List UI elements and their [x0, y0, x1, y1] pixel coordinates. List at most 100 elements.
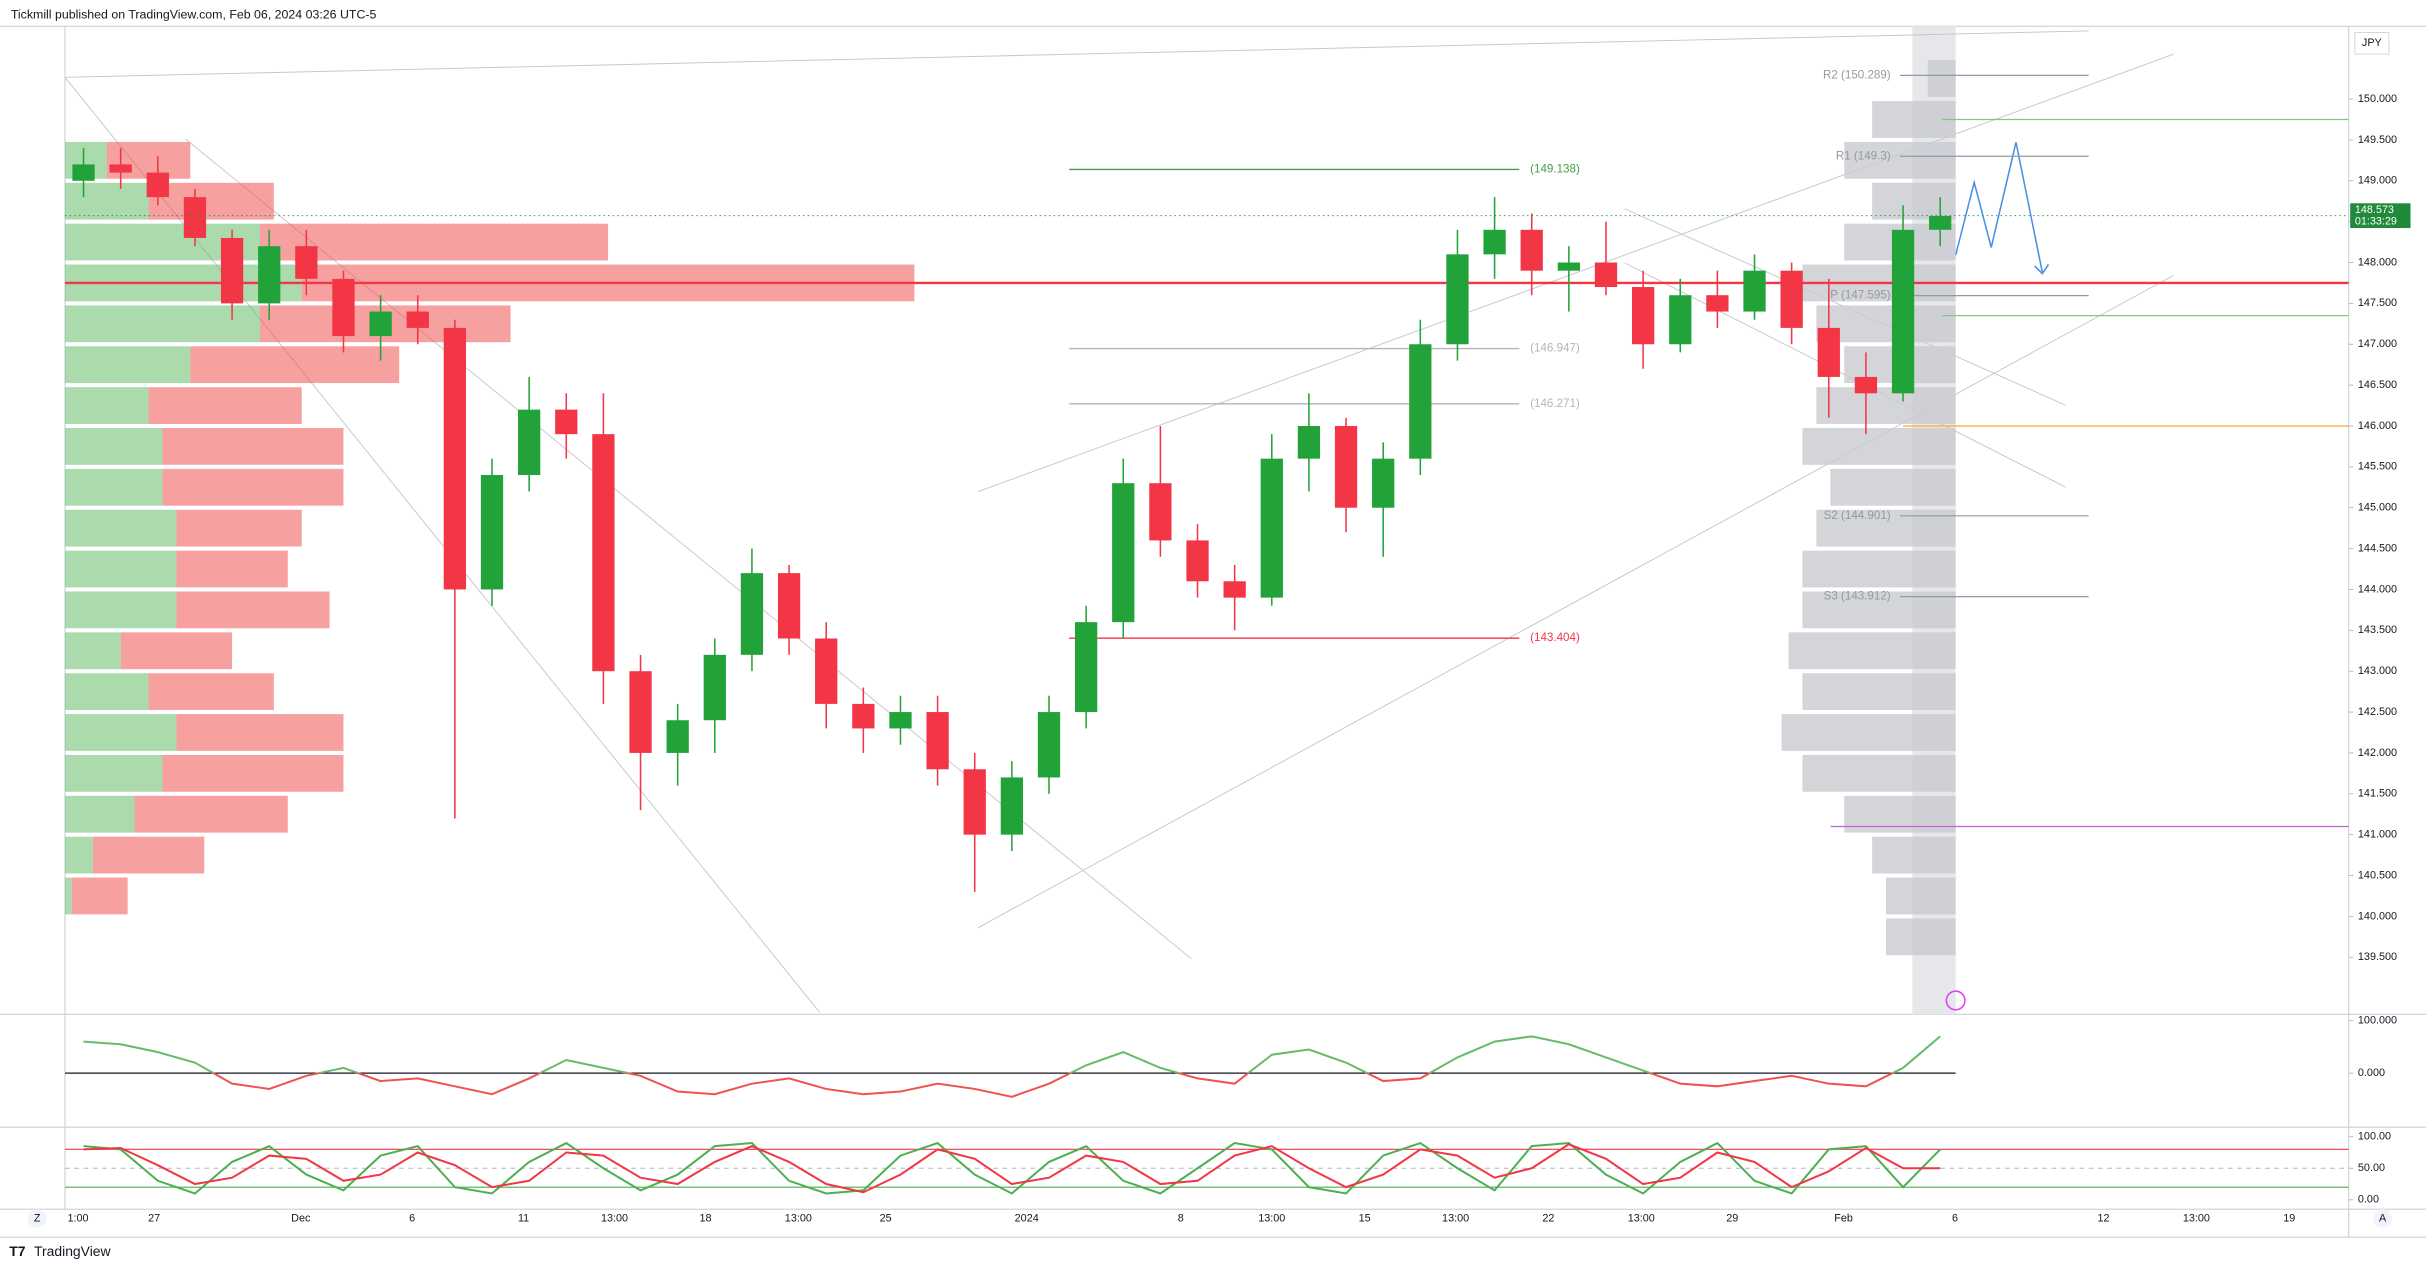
trend-line — [977, 53, 2174, 493]
plot-layer: 139.500 140.000 140.500 141.000 141.500 142.0… — [64, 60, 2411, 1224]
x-tick-label: 13:00 — [1258, 1212, 1285, 1224]
currency: JPY — [2362, 37, 2382, 49]
currency-box — [2354, 32, 2390, 55]
profile-sell — [92, 836, 205, 874]
profile-buy — [64, 387, 149, 424]
projection-path — [1954, 142, 2044, 273]
y-tick-label: 140.000 — [2358, 910, 2397, 922]
candle-body — [703, 654, 726, 721]
x-tick-label: Feb — [1834, 1212, 1853, 1224]
profile-sell — [190, 346, 400, 384]
candle-body — [72, 164, 95, 181]
y-tick-label: 100.00 — [2358, 1131, 2391, 1143]
x-tick-label: 22 — [1542, 1212, 1554, 1224]
y-tick-label: 144.000 — [2358, 583, 2397, 595]
trend-line — [64, 30, 2089, 78]
auto-button[interactable] — [2373, 1209, 2392, 1228]
candle-body — [629, 671, 652, 753]
candle-body — [332, 278, 355, 337]
session-profile-bar — [1927, 60, 1956, 97]
session-profile-bar — [1802, 673, 1956, 711]
candle-body — [295, 246, 318, 279]
candle-body — [1631, 287, 1655, 345]
profile-buy — [64, 836, 93, 874]
candle-body — [1557, 262, 1580, 271]
candle-body — [777, 573, 801, 639]
y-tick-label: 147.000 — [2358, 338, 2397, 350]
y-tick-label: 142.000 — [2358, 747, 2397, 759]
x-tick-label: 6 — [1952, 1212, 1958, 1224]
candle-body — [592, 434, 615, 672]
y-tick-label: 147.500 — [2358, 297, 2397, 309]
candle-body — [1223, 581, 1246, 598]
x-tick-label: 13:00 — [1628, 1212, 1655, 1224]
y-tick-label: 143.000 — [2358, 665, 2397, 677]
candle-body — [1854, 376, 1878, 394]
pivot-label: R2 (150.289) — [1823, 68, 1891, 81]
scale-button-label[interactable]: Z — [34, 1212, 41, 1224]
candle-body — [1149, 483, 1172, 541]
candle-body — [1372, 458, 1395, 508]
pivot-label: R1 (149.3) — [1836, 149, 1891, 162]
profile-buy — [64, 877, 72, 915]
x-tick-label: Dec — [291, 1212, 311, 1224]
session-profile-bar — [1872, 182, 1956, 220]
profile-sell — [176, 591, 330, 629]
y-tick-label: 143.500 — [2358, 624, 2397, 636]
y-tick-label: 144.500 — [2358, 542, 2397, 554]
y-tick-label: 150.000 — [2358, 93, 2397, 105]
session-profile-bar — [1781, 714, 1956, 751]
session-profile-bar — [1886, 918, 1956, 956]
profile-buy — [64, 305, 260, 343]
profile-sell — [176, 550, 288, 588]
candle-body — [369, 311, 392, 337]
profile-sell — [162, 468, 344, 506]
candle-body — [1706, 295, 1729, 312]
last-price-tag — [2350, 203, 2411, 229]
y-tick-label: 0.000 — [2358, 1067, 2385, 1079]
event-icon[interactable] — [1945, 990, 1966, 1011]
range-level-label: (146.271) — [1530, 397, 1580, 410]
pivot-label: S2 (144.901) — [1824, 509, 1891, 522]
pivot-label: S3 (143.912) — [1824, 590, 1891, 603]
y-tick-label: 146.000 — [2358, 420, 2397, 432]
candle-body — [146, 172, 169, 198]
scale-button[interactable] — [27, 1209, 47, 1228]
candle-body — [1186, 540, 1209, 582]
range-level-label: (143.404) — [1530, 631, 1580, 644]
candle-body — [1929, 215, 1952, 230]
candle-body — [406, 311, 429, 328]
x-tick-label: 18 — [700, 1212, 712, 1224]
x-tick-label: 6 — [409, 1212, 415, 1224]
profile-sell — [148, 182, 274, 220]
candle-body — [1483, 229, 1506, 255]
profile-buy — [64, 591, 177, 629]
y-tick-label: 149.500 — [2358, 134, 2397, 146]
candle-body — [1743, 270, 1766, 312]
x-tick-label: 8 — [1178, 1212, 1184, 1224]
y-tick-label: 100.000 — [2358, 1014, 2397, 1026]
candle-body — [1817, 327, 1840, 377]
candle-body — [1780, 270, 1803, 328]
profile-sell — [176, 714, 344, 751]
candle-body — [1446, 254, 1469, 345]
profile-sell — [120, 632, 233, 670]
tradingview-logo[interactable]: TradingView — [34, 1243, 112, 1259]
profile-buy — [64, 673, 149, 711]
y-tick-label: 146.500 — [2358, 379, 2397, 391]
session-profile-bar — [1844, 141, 1956, 179]
session-profile-bar — [1802, 754, 1956, 792]
y-tick-label: 148.000 — [2358, 256, 2397, 268]
y-tick-label: 142.500 — [2358, 706, 2397, 718]
session-profile-bar — [1816, 387, 1956, 424]
range-level-label: (149.138) — [1530, 163, 1580, 176]
projection-arrowhead — [2034, 263, 2050, 275]
x-tick-label: 11 — [518, 1212, 529, 1224]
y-tick-label: 139.500 — [2358, 951, 2397, 963]
candle-body — [1409, 344, 1432, 459]
auto-button-label[interactable]: A — [2379, 1212, 2387, 1224]
profile-sell — [148, 673, 274, 711]
candle-body — [183, 197, 207, 238]
candle-body — [740, 573, 764, 655]
